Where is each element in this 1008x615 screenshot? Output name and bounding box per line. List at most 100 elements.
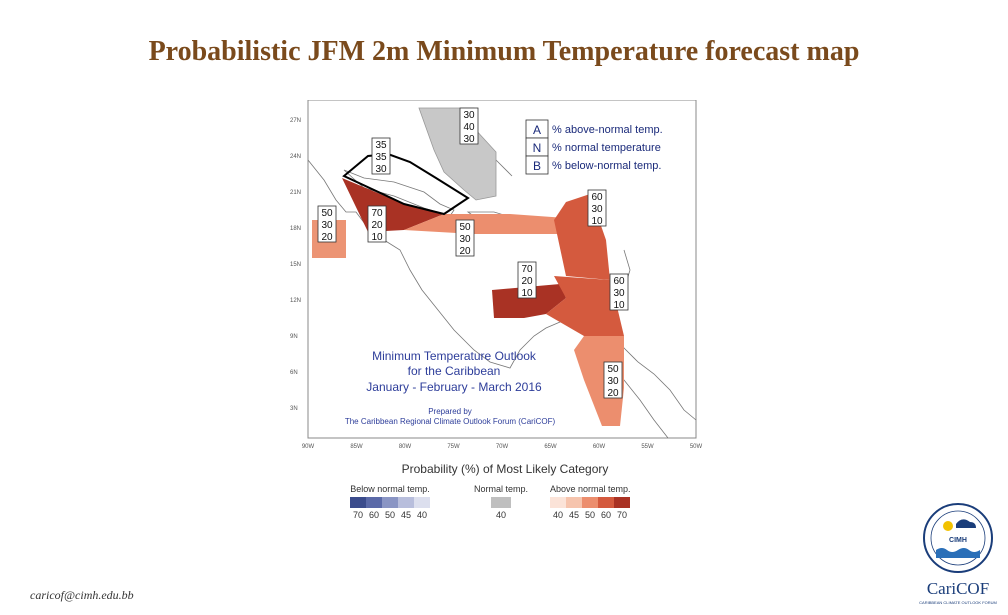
legend-tick: 40 — [416, 510, 427, 520]
key-box — [526, 120, 688, 176]
zone-value: 35 — [375, 140, 387, 151]
latitude-labels: 27N 24N 21N 18N 15N 12N 9N 6N 3N — [290, 118, 301, 412]
zone-value: 10 — [521, 288, 533, 299]
latitude-label: 9N — [290, 334, 298, 340]
latitude-label: 18N — [290, 226, 301, 232]
legend-swatch — [566, 497, 582, 508]
latitude-label: 21N — [290, 190, 301, 196]
zone-value: 20 — [371, 220, 383, 231]
contact-email[interactable]: caricof@cimh.edu.bb — [30, 588, 134, 602]
zone-value: 50 — [607, 364, 619, 375]
forecast-map: A N B % above-normal temp. % normal temp… — [284, 99, 704, 460]
legend-swatch — [350, 497, 366, 508]
zone-value: 30 — [375, 164, 387, 175]
outlook-text: Minimum Temperature Outlook for the Cari… — [345, 349, 556, 426]
prepared-org: The Caribbean Regional Climate Outlook F… — [345, 417, 556, 426]
zone-value: 30 — [459, 234, 471, 245]
zone-value: 30 — [607, 376, 619, 387]
legend-below: Below normal temp. 70 60 50 45 40 — [350, 484, 430, 520]
legend-tick: 50 — [584, 510, 595, 520]
zone-value: 20 — [521, 276, 533, 287]
zone-value: 20 — [459, 246, 471, 257]
zone-value: 10 — [371, 232, 383, 243]
logo-cimh-text: CIMH — [949, 537, 967, 544]
map-key: A N B % above-normal temp. % normal temp… — [525, 119, 663, 175]
zone-value: 50 — [459, 222, 471, 233]
longitude-label: 50W — [690, 444, 703, 450]
zone-value: 30 — [463, 110, 475, 121]
legend-tick: 60 — [600, 510, 611, 520]
legend-swatch — [598, 497, 614, 508]
outlook-line-2: for the Caribbean — [408, 364, 501, 378]
zone-value: 30 — [321, 220, 333, 231]
legend-below-ticks: 70 60 50 45 40 — [350, 510, 430, 520]
outlook-line-1: Minimum Temperature Outlook — [372, 349, 537, 363]
legend-tick: 70 — [352, 510, 363, 520]
page-title: Probabilistic JFM 2m Minimum Temperature… — [148, 36, 860, 67]
legend-swatch — [582, 497, 598, 508]
latitude-label: 24N — [290, 154, 301, 160]
legend-above-label: Above normal temp. — [550, 484, 631, 494]
longitude-label: 80W — [399, 444, 412, 450]
legend-tick: 70 — [616, 510, 627, 520]
legend-tick: 60 — [368, 510, 379, 520]
legend-title: Probability (%) of Most Likely Category — [401, 462, 609, 476]
legend-tick: 45 — [568, 510, 579, 520]
outlook-line-3: January - February - March 2016 — [366, 380, 542, 394]
key-letter-n: N — [533, 141, 542, 155]
key-letter-b: B — [533, 159, 541, 173]
longitude-label: 60W — [593, 444, 606, 450]
logo-subtitle: CARIBBEAN CLIMATE OUTLOOK FORUM — [919, 600, 997, 605]
zone-value: 30 — [613, 288, 625, 299]
legend-swatch — [614, 497, 630, 508]
prepared-by: Prepared by — [428, 407, 472, 416]
zone-value-boxes: 3040303535305030207020105030206030107020… — [317, 107, 629, 399]
zone-value: 10 — [591, 216, 603, 227]
legend-below-label: Below normal temp. — [350, 484, 430, 494]
longitude-labels: 90W 85W 80W 75W 70W 65W 60W 55W 50W — [302, 444, 703, 450]
legend-above: Above normal temp. 40 45 50 60 70 — [550, 484, 631, 520]
legend-swatch — [550, 497, 566, 508]
legend-normal: Normal temp. 40 — [474, 484, 528, 520]
zone-value: 10 — [613, 300, 625, 311]
longitude-label: 75W — [447, 444, 460, 450]
legend-normal-label: Normal temp. — [474, 484, 529, 494]
latitude-label: 27N — [290, 118, 301, 124]
legend-tick: 50 — [384, 510, 395, 520]
zone-value: 30 — [463, 134, 475, 145]
zone-value: 70 — [371, 208, 383, 219]
latitude-label: 15N — [290, 262, 301, 268]
legend-normal-ticks: 40 — [474, 510, 528, 520]
zone-value: 50 — [321, 208, 333, 219]
key-letter-a: A — [533, 123, 541, 137]
legend-tick: 40 — [552, 510, 563, 520]
legend-tick: 45 — [400, 510, 411, 520]
legend-swatch — [382, 497, 398, 508]
cimh-logo-icon: CIMH CariCOF CARIBBEAN CLIMATE OUTLOOK F… — [919, 503, 997, 605]
longitude-label: 90W — [302, 444, 315, 450]
logo-brand: CariCOF — [927, 579, 989, 598]
zone-jamaica — [404, 214, 566, 234]
key-text-b: % below-normal temp. — [552, 160, 661, 172]
latitude-label: 6N — [290, 370, 298, 376]
longitude-label: 65W — [544, 444, 557, 450]
zone-value: 20 — [321, 232, 333, 243]
legend-swatch — [414, 497, 430, 508]
legend-swatch — [491, 497, 511, 508]
longitude-label: 70W — [496, 444, 509, 450]
legend-swatch — [366, 497, 382, 508]
zone-value: 60 — [591, 192, 603, 203]
key-text-n: % normal temperature — [552, 142, 661, 154]
zone-value: 70 — [521, 264, 533, 275]
legend-swatch — [398, 497, 414, 508]
zone-guianas — [574, 336, 624, 426]
zone-value: 30 — [591, 204, 603, 215]
